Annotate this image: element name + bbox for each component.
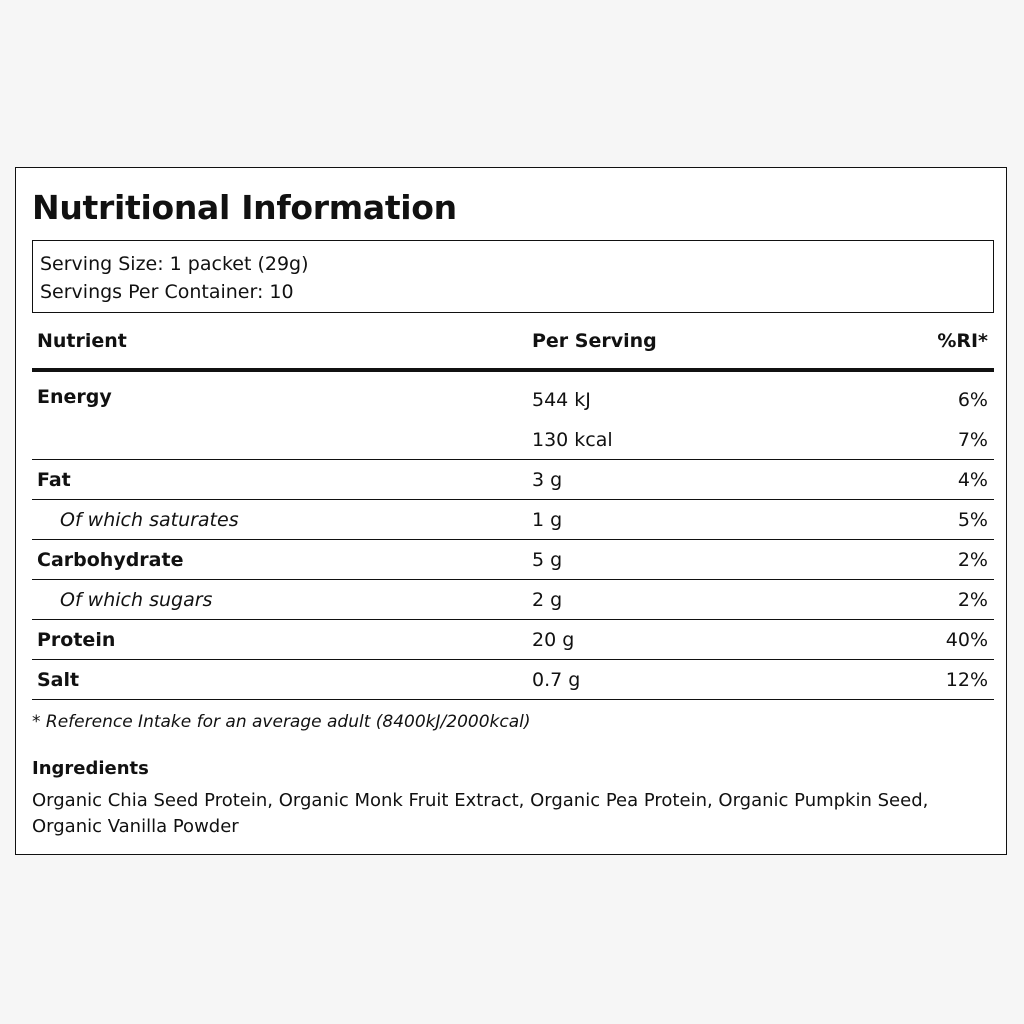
servings-per-container: Servings Per Container: 10 [40, 281, 294, 303]
table-row-energy: Energy 544 kJ 130 kcal 6% 7% [32, 372, 994, 460]
nutrient-ri: 4% [957, 468, 988, 491]
nutrient-name: Energy [37, 386, 112, 408]
nutrient-name: Carbohydrate [37, 548, 184, 571]
serving-size: Serving Size: 1 packet (29g) [40, 253, 309, 275]
header-per-serving: Per Serving [532, 330, 657, 352]
header-ri: %RI* [937, 330, 988, 352]
nutrient-amount: 1 g [532, 508, 563, 531]
table-row: Carbohydrate 5 g 2% [32, 540, 994, 580]
nutrient-name: Of which saturates [60, 508, 239, 531]
table-row: Of which saturates 1 g 5% [32, 500, 994, 540]
nutrient-name: Fat [37, 468, 71, 491]
nutrient-amount: 5 g [532, 548, 563, 571]
label-title: Nutritional Information [32, 188, 457, 227]
nutrient-amount: 20 g [532, 628, 575, 651]
energy-kj-ri: 6% [957, 389, 988, 411]
energy-kcal-ri: 7% [957, 429, 988, 451]
nutrient-ri: 12% [945, 668, 988, 691]
table-row: Fat 3 g 4% [32, 460, 994, 500]
nutrient-ri: 40% [945, 628, 988, 651]
nutrient-ri: 5% [957, 508, 988, 531]
table-row: Salt 0.7 g 12% [32, 660, 994, 700]
nutrient-ri: 2% [957, 548, 988, 571]
nutrient-amount: 3 g [532, 468, 563, 491]
energy-ri: 6% 7% [832, 372, 994, 459]
table-row: Protein 20 g 40% [32, 620, 994, 660]
ri-footnote: * Reference Intake for an average adult … [32, 712, 531, 732]
table-row: Of which sugars 2 g 2% [32, 580, 994, 620]
ingredients-heading: Ingredients [32, 758, 149, 779]
table-header: Nutrient Per Serving %RI* [32, 314, 994, 372]
nutrient-ri: 2% [957, 588, 988, 611]
serving-info-box: Serving Size: 1 packet (29g) Servings Pe… [32, 240, 994, 313]
energy-kcal: 130 kcal [532, 429, 613, 451]
nutrient-table: Nutrient Per Serving %RI* Energy 544 kJ … [32, 314, 994, 700]
energy-kj: 544 kJ [532, 389, 591, 411]
nutrient-amount: 0.7 g [532, 668, 581, 691]
ingredients-list: Organic Chia Seed Protein, Organic Monk … [32, 790, 929, 837]
nutrient-name: Protein [37, 628, 116, 651]
nutrition-label: Nutritional Information Serving Size: 1 … [15, 167, 1007, 855]
nutrient-amount: 2 g [532, 588, 563, 611]
header-nutrient: Nutrient [37, 330, 127, 352]
nutrient-name: Of which sugars [60, 588, 213, 611]
energy-amounts: 544 kJ 130 kcal [532, 372, 832, 459]
nutrient-name: Salt [37, 668, 80, 691]
